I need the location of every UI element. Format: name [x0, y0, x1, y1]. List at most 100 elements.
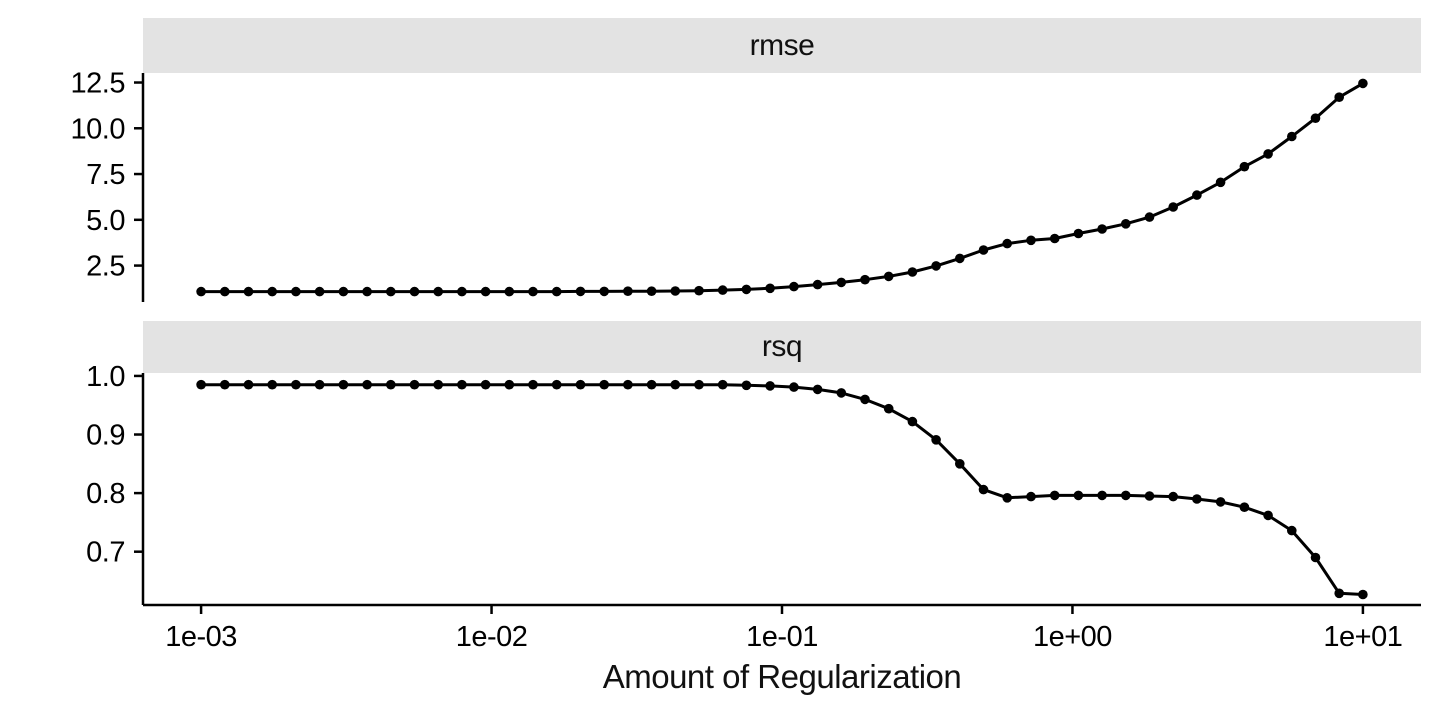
- data-point-rmse: [551, 286, 562, 297]
- data-point-rsq: [504, 379, 515, 390]
- facet-strip-label: rsq: [761, 330, 803, 363]
- data-point-rmse: [1026, 235, 1036, 246]
- data-point-rmse: [504, 286, 515, 297]
- data-point-rmse: [955, 253, 965, 264]
- data-point-rmse: [789, 281, 799, 292]
- data-point-rsq: [812, 384, 823, 395]
- data-point-rmse: [599, 286, 609, 297]
- data-line-rmse: [201, 82, 1364, 294]
- data-point-rsq: [623, 379, 633, 390]
- y-tick-label: 1.0: [86, 361, 125, 393]
- data-point-rmse: [1002, 238, 1012, 249]
- data-point-rmse: [623, 286, 633, 297]
- data-point-rmse: [812, 279, 823, 290]
- data-point-rsq: [528, 379, 538, 390]
- data-point-rsq: [836, 388, 847, 398]
- y-tick-label: 7.5: [86, 159, 125, 191]
- data-point-rmse: [907, 267, 918, 277]
- data-point-rmse: [694, 285, 704, 296]
- data-point-rmse: [1358, 78, 1368, 89]
- y-tick-label: 2.5: [86, 251, 125, 283]
- y-tick-label: 0.8: [86, 478, 125, 510]
- data-point-rmse: [670, 286, 681, 296]
- data-point-rmse: [836, 277, 847, 288]
- data-point-rsq: [1144, 491, 1155, 501]
- data-point-rsq: [1192, 494, 1202, 504]
- facet-strip-rmse: rmse: [143, 18, 1421, 73]
- data-point-rmse: [1192, 190, 1202, 200]
- data-point-rmse: [1168, 202, 1178, 212]
- data-point-rsq: [1002, 493, 1012, 503]
- data-point-rmse: [1097, 224, 1107, 234]
- data-point-rmse: [1215, 177, 1226, 188]
- x-tick-label: 1e+01: [1323, 621, 1402, 653]
- data-point-rmse: [409, 286, 420, 297]
- data-point-rsq: [1026, 491, 1036, 502]
- data-point-rsq: [386, 379, 396, 390]
- data-point-rmse: [433, 286, 444, 297]
- data-point-rmse: [362, 286, 372, 297]
- data-point-rsq: [1239, 502, 1250, 512]
- data-point-rmse: [1310, 113, 1321, 123]
- data-point-rmse: [386, 286, 396, 297]
- data-point-rmse: [860, 274, 870, 285]
- y-tick-label: 0.7: [86, 537, 125, 569]
- data-point-rsq: [1334, 588, 1344, 599]
- data-point-rsq: [575, 379, 586, 390]
- data-point-rmse: [528, 286, 538, 297]
- data-point-rsq: [338, 379, 349, 390]
- data-point-rmse: [314, 286, 325, 297]
- data-point-rsq: [1263, 510, 1273, 521]
- data-point-rmse: [1073, 228, 1084, 239]
- data-point-rmse: [978, 245, 989, 255]
- data-point-rsq: [1215, 497, 1226, 507]
- facet-strip-label: rmse: [749, 28, 815, 62]
- y-tick-label: 0.9: [86, 420, 125, 452]
- data-point-rsq: [243, 379, 254, 390]
- data-point-rmse: [338, 286, 349, 297]
- data-point-rsq: [599, 379, 609, 390]
- data-point-rsq: [409, 379, 420, 390]
- data-point-rsq: [646, 379, 657, 390]
- y-tick-label: 5.0: [86, 205, 125, 237]
- data-point-rmse: [646, 286, 657, 297]
- data-point-rsq: [196, 379, 206, 390]
- data-point-rmse: [765, 283, 775, 294]
- data-point-rmse: [480, 286, 491, 297]
- data-point-rsq: [457, 379, 467, 390]
- data-point-rmse: [243, 286, 254, 297]
- data-point-rsq: [694, 379, 704, 390]
- data-point-rsq: [433, 379, 444, 390]
- y-tick-label: 10.0: [71, 113, 125, 145]
- data-point-rmse: [457, 286, 467, 297]
- data-point-rmse: [1263, 149, 1273, 159]
- x-axis-title: Amount of Regularization: [602, 658, 962, 695]
- data-point-rmse: [1239, 161, 1250, 172]
- data-point-rmse: [741, 284, 752, 295]
- data-line-rsq: [201, 383, 1363, 596]
- facet-strip-rsq: rsq: [143, 321, 1421, 373]
- data-point-rsq: [860, 394, 870, 405]
- data-point-rsq: [717, 379, 728, 390]
- data-point-rsq: [955, 459, 965, 469]
- data-point-rsq: [1358, 589, 1368, 600]
- data-point-rsq: [1287, 525, 1297, 536]
- data-point-rsq: [931, 435, 941, 445]
- data-point-rsq: [362, 379, 372, 390]
- data-point-rmse: [220, 286, 230, 297]
- data-point-rmse: [1334, 92, 1344, 102]
- data-point-rsq: [1310, 552, 1321, 563]
- data-point-rsq: [1049, 490, 1060, 501]
- x-tick-label: 1e-03: [165, 621, 237, 653]
- data-point-rsq: [480, 379, 491, 390]
- data-point-rsq: [978, 484, 989, 495]
- data-point-rsq: [551, 379, 562, 390]
- data-point-rmse: [1049, 233, 1060, 244]
- data-point-rmse: [1287, 131, 1297, 142]
- y-tick-label: 12.5: [71, 68, 125, 100]
- data-point-rsq: [220, 379, 230, 390]
- data-point-rsq: [789, 382, 799, 392]
- data-point-rmse: [1144, 212, 1155, 222]
